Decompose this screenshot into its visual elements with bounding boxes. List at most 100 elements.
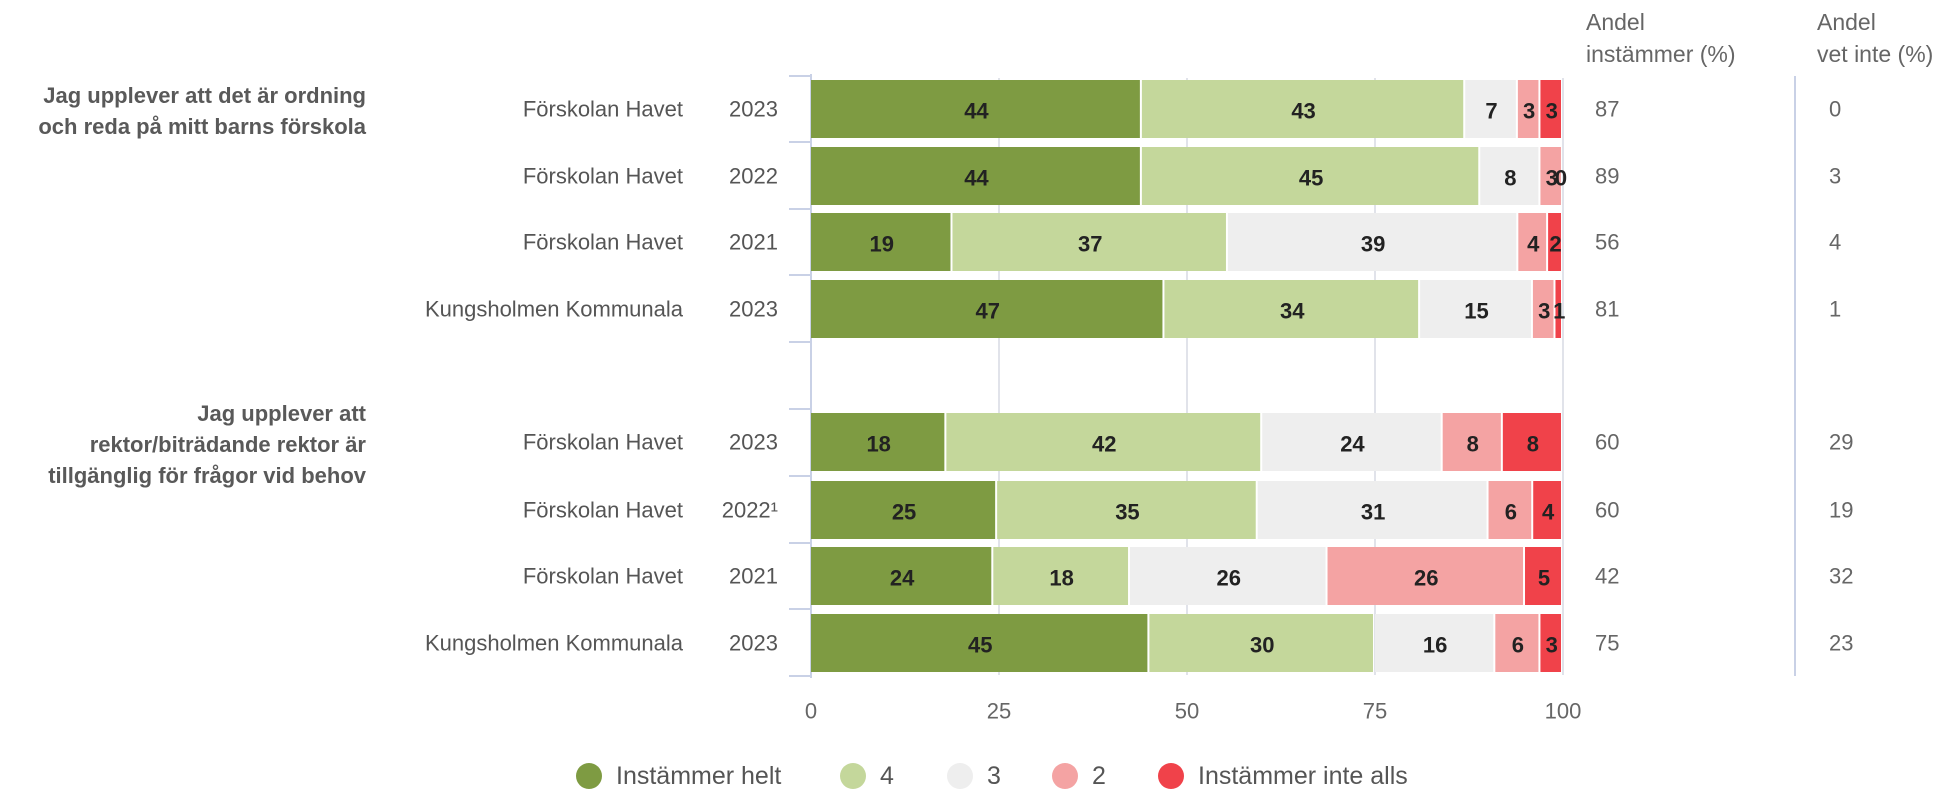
x-tick-label: 25 (987, 699, 1011, 724)
bar-segment (1495, 614, 1539, 672)
bar-segment (811, 614, 1148, 672)
legend-item: Instämmer helt (576, 760, 781, 792)
dontknow-value: 29 (1829, 430, 1853, 455)
bar-segment (1517, 80, 1539, 138)
row-year: 2023 (729, 297, 778, 322)
legend-item: 3 (947, 760, 1001, 792)
bar-segment (1262, 413, 1441, 471)
row-label: Förskolan Havet (523, 230, 683, 255)
agree-column-header: Andel instämmer (%) (1586, 6, 1736, 70)
bar-value-label: 26 (1414, 566, 1438, 591)
bar-segment (1540, 614, 1561, 672)
bar-value-label: 2 (1549, 232, 1561, 257)
bar-value-label: 25 (892, 500, 916, 525)
legend-label: 4 (880, 761, 894, 790)
bar-value-label: 3 (1546, 166, 1558, 191)
bar-value-label: 34 (1280, 299, 1305, 324)
row-label: Förskolan Havet (523, 164, 683, 189)
bar-value-label: 3 (1523, 99, 1535, 124)
bar-segment (952, 213, 1226, 271)
x-tick-label: 0 (805, 699, 817, 724)
agree-value: 60 (1595, 430, 1619, 455)
row-label: Kungsholmen Kommunala (425, 297, 684, 322)
row-label: Förskolan Havet (523, 97, 683, 122)
legend-item: Instämmer inte alls (1158, 760, 1408, 792)
bar-value-label: 8 (1467, 432, 1479, 457)
agree-value: 42 (1595, 564, 1619, 589)
bar-segment (1540, 80, 1561, 138)
legend-swatch (840, 763, 866, 789)
bar-value-label: 24 (890, 566, 915, 591)
bar-value-label: 42 (1092, 432, 1116, 457)
bar-value-label: 6 (1505, 500, 1517, 525)
bar-value-label: 18 (1049, 566, 1073, 591)
bar-value-label: 45 (968, 633, 992, 658)
legend-swatch (947, 763, 973, 789)
row-label: Förskolan Havet (523, 430, 683, 455)
dontknow-value: 1 (1829, 297, 1841, 322)
bar-value-label: 3 (1546, 633, 1558, 658)
bar-segment (811, 547, 992, 605)
bar-segment (1540, 147, 1561, 205)
bar-segment (1141, 147, 1479, 205)
bar-segment (1555, 280, 1561, 338)
bar-segment (1164, 280, 1419, 338)
dontknow-value: 0 (1829, 97, 1841, 122)
legend-label: 3 (987, 761, 1001, 790)
row-year: 2021 (729, 564, 778, 589)
row-label: Kungsholmen Kommunala (425, 631, 684, 656)
dontknow-value: 4 (1829, 230, 1841, 255)
x-tick-label: 75 (1363, 699, 1387, 724)
bar-segment (1227, 213, 1517, 271)
bar-value-label: 15 (1464, 299, 1488, 324)
bar-segment (1149, 614, 1373, 672)
bar-value-label: 4 (1542, 500, 1555, 525)
x-tick-label: 50 (1175, 699, 1199, 724)
bar-segment (1488, 481, 1532, 539)
bar-value-label: 43 (1291, 99, 1315, 124)
bar-value-label: 8 (1504, 166, 1516, 191)
row-label: Förskolan Havet (523, 498, 683, 523)
row-year: 2023 (729, 97, 778, 122)
row-year: 2022 (729, 164, 778, 189)
bar-segment (946, 413, 1261, 471)
agree-value: 75 (1595, 631, 1619, 656)
question-title-line: Jag upplever att (197, 401, 366, 426)
agree-value: 87 (1595, 97, 1619, 122)
bar-segment (811, 280, 1163, 338)
bar-segment (1533, 481, 1561, 539)
bar-segment (1420, 280, 1531, 338)
legend-label: 2 (1092, 761, 1106, 790)
row-year: 2022¹ (722, 498, 778, 523)
dontknow-column-header: Andel vet inte (%) (1817, 6, 1933, 70)
bar-value-label: 7 (1485, 99, 1497, 124)
bar-value-label: 35 (1115, 500, 1139, 525)
legend-label: Instämmer helt (616, 761, 782, 790)
bar-segment (811, 80, 1140, 138)
legend-swatch (1158, 763, 1184, 789)
bar-segment (1518, 213, 1547, 271)
bar-segment (1327, 547, 1524, 605)
bar-segment (1141, 80, 1464, 138)
row-year: 2023 (729, 430, 778, 455)
bar-value-label: 47 (975, 299, 999, 324)
bar-segment (997, 481, 1256, 539)
bar-segment (993, 547, 1129, 605)
column-header-line: instämmer (%) (1586, 41, 1736, 67)
bar-value-label: 18 (866, 432, 890, 457)
bar-value-label: 31 (1361, 500, 1385, 525)
legend-swatch (576, 763, 602, 789)
bar-segment (1130, 547, 1326, 605)
dontknow-value: 32 (1829, 564, 1853, 589)
question-title-line: och reda på mitt barns förskola (38, 114, 366, 139)
bar-value-label: 3 (1546, 99, 1558, 124)
agree-value: 56 (1595, 230, 1619, 255)
bar-segment (811, 213, 951, 271)
bar-value-label: 45 (1299, 166, 1323, 191)
column-header-line: vet inte (%) (1817, 41, 1934, 67)
column-header-line: Andel (1817, 9, 1876, 35)
bar-value-label: 8 (1527, 432, 1539, 457)
bar-value-label: 0 (1555, 166, 1567, 191)
bar-segment (1442, 413, 1501, 471)
question-title: Jag upplever att det är ordning och reda … (38, 80, 366, 142)
